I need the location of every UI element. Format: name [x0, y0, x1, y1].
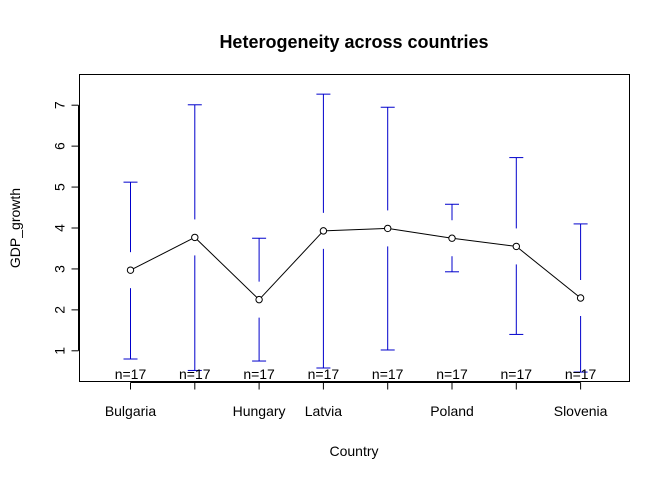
n-label: n=17	[179, 366, 211, 382]
mean-series	[126, 224, 585, 304]
y-tick-label: 3	[52, 265, 68, 273]
x-axis-label: Country	[329, 443, 378, 459]
y-axis: 1 2 3 4 5 6 7	[52, 101, 79, 355]
n-labels: n=17 n=17 n=17 n=17 n=17 n=17 n=17 n=17	[115, 366, 597, 382]
mean-segment	[260, 232, 322, 298]
mean-segment	[518, 248, 579, 297]
mean-segment	[133, 238, 193, 270]
n-label: n=17	[308, 366, 340, 382]
plot-frame	[79, 74, 630, 382]
y-tick-label: 6	[52, 142, 68, 150]
n-label: n=17	[565, 366, 597, 382]
mean-point	[191, 233, 199, 242]
x-tick-label: Latvia	[305, 403, 343, 419]
y-tick-label: 7	[52, 101, 68, 109]
n-label: n=17	[115, 366, 147, 382]
error-bars	[123, 93, 588, 373]
y-tick-label: 5	[52, 183, 68, 191]
mean-point	[255, 295, 263, 304]
x-tick-label: Slovenia	[554, 403, 608, 419]
mean-segment	[390, 228, 449, 239]
mean-point	[512, 242, 520, 251]
x-tick-label: Poland	[430, 403, 474, 419]
x-axis: Bulgaria Hungary Latvia Poland Slovenia	[105, 382, 608, 419]
mean-segment	[196, 239, 258, 298]
y-tick-label: 2	[52, 306, 68, 314]
y-axis-label: GDP_growth	[7, 188, 23, 268]
y-tick-label: 1	[52, 347, 68, 355]
n-label: n=17	[501, 366, 533, 382]
chart-title: Heterogeneity across countries	[219, 32, 488, 52]
mean-point	[319, 227, 328, 235]
y-tick-label: 4	[52, 224, 68, 232]
mean-point	[576, 294, 585, 302]
x-tick-label: Bulgaria	[105, 403, 157, 419]
n-label: n=17	[372, 366, 404, 382]
mean-point	[384, 224, 392, 233]
mean-segment	[455, 238, 514, 247]
mean-segment	[326, 228, 385, 232]
mean-point	[126, 266, 135, 274]
mean-point	[448, 234, 456, 242]
n-label: n=17	[436, 366, 468, 382]
n-label: n=17	[243, 366, 275, 382]
x-tick-label: Hungary	[233, 403, 286, 419]
